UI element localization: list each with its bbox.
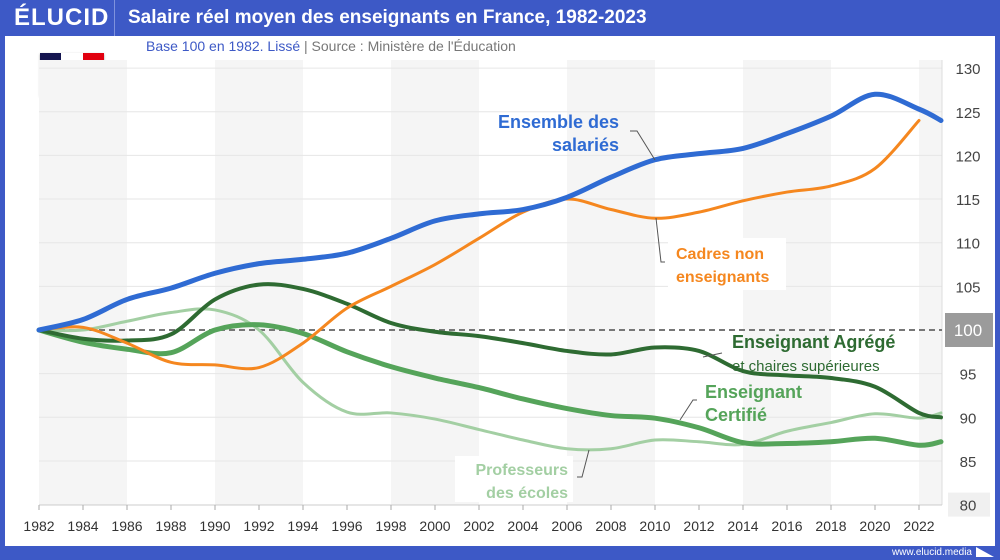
x-tick-label: 2008 bbox=[595, 518, 626, 534]
label-chaires-superieures: et chaires supérieures bbox=[732, 358, 880, 375]
elucid-mark-icon bbox=[976, 547, 994, 557]
x-tick-label: 2016 bbox=[771, 518, 802, 534]
elucid-logo: ÉLUCID bbox=[14, 4, 110, 31]
label-enseignant-certifie: Enseignant bbox=[705, 382, 802, 402]
y-tick-label: 115 bbox=[956, 192, 980, 209]
x-tick-label: 1996 bbox=[331, 518, 362, 534]
x-tick-label: 2020 bbox=[859, 518, 890, 534]
y-tick-label: 120 bbox=[955, 148, 980, 165]
y-tick-label: 125 bbox=[955, 105, 980, 122]
leader-line bbox=[630, 130, 656, 161]
x-tick-label: 2022 bbox=[903, 518, 934, 534]
label-cadres-non-enseignants: Cadres non bbox=[676, 246, 764, 263]
x-tick-label: 1990 bbox=[199, 518, 230, 534]
label-enseignant-agrege: Enseignant Agrégé bbox=[732, 332, 895, 352]
x-tick-label: 1988 bbox=[155, 518, 186, 534]
label-cadres-non-enseignants: enseignants bbox=[676, 269, 769, 286]
series-line-ensemble-des-salari-s bbox=[36, 91, 944, 333]
reference-value-box bbox=[945, 313, 993, 347]
background-band bbox=[567, 60, 655, 505]
leader-line bbox=[702, 352, 723, 358]
x-tick-label: 2014 bbox=[727, 518, 758, 534]
chart-title: Salaire réel moyen des enseignants en Fr… bbox=[128, 7, 647, 28]
background-band bbox=[919, 60, 942, 505]
x-tick-label: 1992 bbox=[243, 518, 274, 534]
background-band bbox=[391, 60, 479, 505]
y-tick-label: 80 bbox=[960, 498, 977, 515]
x-tick-label: 1982 bbox=[23, 518, 54, 534]
footer-url[interactable]: www.elucid.media bbox=[891, 547, 972, 558]
x-tick-label: 2012 bbox=[683, 518, 714, 534]
header-divider bbox=[114, 0, 115, 36]
y-min-box bbox=[948, 492, 990, 517]
label-ensemble-des-salaries: Ensemble des bbox=[498, 112, 619, 132]
x-tick-label: 2006 bbox=[551, 518, 582, 534]
y-tick-label: 95 bbox=[960, 367, 977, 384]
x-tick-label: 2004 bbox=[507, 518, 538, 534]
label-cadres-non-enseignants-background bbox=[668, 238, 786, 290]
header: ÉLUCID Salaire réel moyen des enseignant… bbox=[0, 0, 1000, 36]
subtitle-separator: | bbox=[304, 38, 308, 54]
leader-line bbox=[679, 399, 697, 421]
series-line-professeurs-des-coles bbox=[37, 307, 943, 452]
series-line-cadres-non-enseignants bbox=[37, 118, 921, 371]
label-enseignant-certifie: Certifié bbox=[705, 405, 767, 425]
series-line-enseignant-agr-g- bbox=[37, 282, 943, 420]
label-professeurs-des-ecoles: Professeurs bbox=[476, 462, 569, 479]
leader-line bbox=[655, 217, 665, 263]
x-tick-label: 1986 bbox=[111, 518, 142, 534]
y-tick-label: 90 bbox=[960, 410, 977, 427]
background-band bbox=[39, 60, 127, 505]
y-tick-label: 105 bbox=[955, 279, 980, 296]
y-tick-label: 100 bbox=[954, 321, 982, 340]
background-band bbox=[215, 60, 303, 505]
x-tick-label: 1994 bbox=[287, 518, 318, 534]
base-note: Base 100 en 1982. Lissé bbox=[146, 38, 301, 54]
leader-line bbox=[577, 449, 590, 478]
x-tick-label: 2002 bbox=[463, 518, 494, 534]
x-tick-label: 2000 bbox=[419, 518, 450, 534]
label-professeurs-des-ecoles: des écoles bbox=[486, 485, 568, 502]
x-tick-label: 2018 bbox=[815, 518, 846, 534]
x-tick-label: 1998 bbox=[375, 518, 406, 534]
x-tick-label: 1984 bbox=[67, 518, 98, 534]
y-tick-label: 110 bbox=[956, 236, 980, 253]
series-line-enseignant-certifi- bbox=[36, 322, 944, 448]
source-note: Source : Ministère de l'Éducation bbox=[311, 38, 516, 54]
chart-subtitle: Base 100 en 1982. Lissé | Source : Minis… bbox=[146, 38, 516, 54]
label-professeurs-des-ecoles-background bbox=[455, 456, 573, 502]
label-ensemble-des-salaries: salariés bbox=[552, 135, 619, 155]
y-tick-label: 130 bbox=[955, 61, 980, 78]
x-tick-label: 2010 bbox=[639, 518, 670, 534]
y-tick-label: 85 bbox=[960, 454, 977, 471]
